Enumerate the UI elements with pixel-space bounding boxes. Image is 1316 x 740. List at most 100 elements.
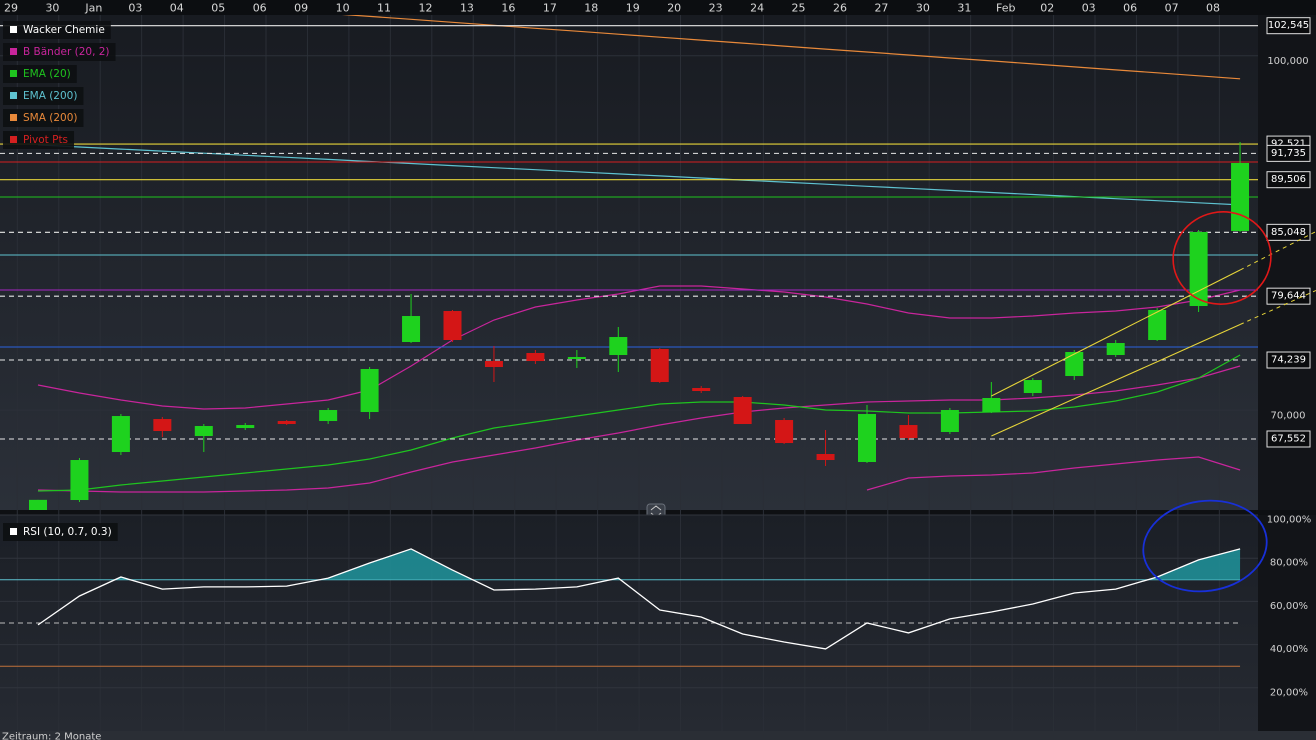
price-panel: [0, 15, 1258, 510]
trend-line: [991, 269, 1241, 397]
footer-bar: [0, 731, 1316, 740]
y-tick-label: 40,00%: [1270, 644, 1308, 655]
price-level-label: 85,048: [1271, 227, 1306, 238]
x-tick-label: 05: [211, 2, 225, 15]
indicator-line: [37, 354, 1241, 492]
x-tick-label: 17: [543, 2, 557, 15]
trend-extension: [1239, 290, 1316, 325]
x-tick-label: 08: [1206, 2, 1220, 15]
legend-box: [3, 87, 84, 105]
x-tick-label: 03: [1082, 2, 1096, 15]
x-tick-label: 20: [667, 2, 681, 15]
x-tick-label: 30: [916, 2, 930, 15]
price-level-label: 67,552: [1271, 433, 1306, 444]
candle-body: [153, 419, 172, 432]
legend-label: EMA (200): [23, 90, 77, 102]
y-tick-label: 100,000: [1267, 56, 1308, 67]
price-level-box: [1266, 351, 1311, 369]
candle-body: [775, 420, 794, 444]
candle-body: [816, 454, 835, 461]
candle-body: [1023, 380, 1042, 394]
price-level-label: 79,644: [1271, 291, 1306, 302]
legend-label: SMA (200): [23, 112, 77, 124]
price-level-label: 89,506: [1271, 174, 1306, 185]
candle-body: [443, 311, 462, 341]
x-tick-label: 23: [709, 2, 723, 15]
legend-swatch: [10, 92, 17, 99]
legend-swatch: [10, 70, 17, 77]
x-tick-label: 07: [1165, 2, 1179, 15]
indicator-line: [866, 456, 1241, 491]
legend-box: [3, 131, 75, 149]
x-tick-label: 27: [874, 2, 888, 15]
x-tick-label: 19: [626, 2, 640, 15]
candle-body: [526, 353, 545, 362]
trend-line: [991, 323, 1241, 437]
y-tick-label: 80,00%: [1270, 558, 1308, 569]
x-tick-label: 13: [460, 2, 474, 15]
price-level-box: [1266, 144, 1311, 162]
price-level-box: [1266, 17, 1311, 35]
x-tick-label: 29: [4, 2, 18, 15]
x-tick-label: 31: [957, 2, 971, 15]
x-tick-label: 06: [253, 2, 267, 15]
y-tick-label: 60,00%: [1270, 601, 1308, 612]
legend-label: B Bänder (20, 2): [23, 46, 110, 58]
candle-body: [1189, 232, 1208, 307]
legend-box: [3, 65, 77, 83]
x-tick-label: 12: [419, 2, 433, 15]
candle-body: [940, 410, 959, 433]
legend-box: [3, 43, 116, 61]
legend: Wacker Chemie B Bänder (20, 2) EMA (20) EMA…: [3, 21, 118, 541]
y-tick-label: 20,00%: [1270, 687, 1308, 698]
candle-body: [692, 388, 711, 392]
legend-swatch: [10, 528, 17, 535]
annotation-circle: [1142, 499, 1268, 593]
x-tick-label: 11: [377, 2, 391, 15]
x-tick-label: 02: [1040, 2, 1054, 15]
legend-swatch: [10, 114, 17, 121]
x-tick-label: Jan: [84, 2, 102, 15]
price-level-label: 91,735: [1271, 148, 1306, 159]
footer-text: Zeitraum: 2 Monate: [2, 732, 101, 740]
x-tick-label: 25: [792, 2, 806, 15]
candle-body: [1106, 343, 1125, 356]
price-level-box: [1266, 171, 1311, 189]
candle-body: [484, 361, 503, 368]
annotation-circle: [1172, 211, 1272, 305]
rsi-plot: [0, 514, 1258, 689]
candle-body: [70, 460, 89, 501]
candle-body: [1065, 352, 1084, 377]
candle-body: [982, 398, 1001, 413]
date-bar: [0, 0, 1316, 15]
rsi-line: [37, 548, 1241, 650]
axis-panel: [1258, 15, 1316, 731]
legend-label: Wacker Chemie: [23, 24, 105, 36]
candle-body: [650, 349, 669, 383]
candle-body: [319, 410, 338, 422]
legend-box: [3, 21, 111, 39]
candle-body: [609, 337, 628, 356]
candle-body: [1231, 162, 1250, 232]
legend-label: Pivot Pts: [23, 134, 68, 146]
price-level-label: 74,239: [1271, 355, 1306, 366]
candle-body: [277, 421, 296, 425]
x-tick-label: 04: [170, 2, 184, 15]
candle-body: [858, 414, 876, 463]
grid: [0, 15, 1258, 731]
x-tick-label: 18: [584, 2, 598, 15]
x-tick-label: 30: [45, 2, 59, 15]
candle-body: [360, 369, 379, 413]
indicator-line: [341, 15, 1241, 80]
rsi-panel: [0, 515, 1258, 731]
candle-body: [1148, 310, 1167, 341]
legend-swatch: [10, 136, 17, 143]
legend-label: EMA (20): [23, 68, 71, 80]
legend-box: [3, 523, 118, 541]
legend-swatch: [10, 48, 17, 55]
candle-body: [567, 357, 586, 360]
